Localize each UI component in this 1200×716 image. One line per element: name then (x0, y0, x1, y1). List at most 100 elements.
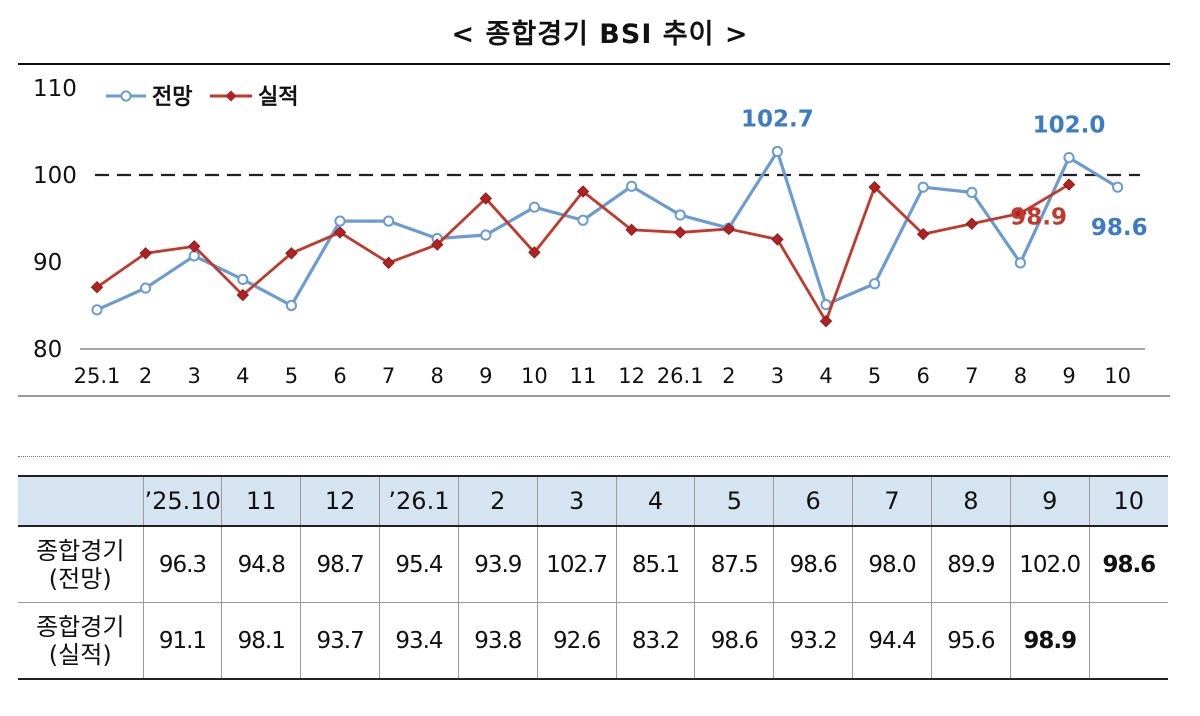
data-point-actual (625, 223, 638, 237)
table-cell: 95.4 (379, 526, 459, 603)
x-tick-label: 10 (521, 364, 548, 388)
table-header-cell: 3 (537, 475, 617, 527)
table-header-row: ’25.10 11 12’26.1 2 3 4 5 6 7 8 9 10 (18, 475, 1168, 527)
table-row: 종합경기 (전망) 96.3 94.8 98.7 95.4 93.9 102.7 85.1 87.… (18, 526, 1168, 603)
x-tick-label: 8 (1014, 364, 1027, 388)
bsi-table: ’25.10 11 12’26.1 2 3 4 5 6 7 8 9 10 종합경기 (전망) 96.3 94… (18, 475, 1168, 680)
table-cell: 102.7 (537, 526, 617, 603)
data-label: 98.9 (1010, 205, 1067, 231)
table-cell: 93.7 (300, 602, 381, 680)
legend-marker-actual (225, 90, 237, 102)
data-point-forecast (334, 215, 346, 227)
data-point-actual (90, 281, 104, 294)
table-header-cell: 6 (773, 475, 854, 527)
data-point-forecast (237, 273, 249, 285)
x-tick-label: 3 (188, 364, 201, 388)
data-point-actual (771, 233, 784, 246)
data-point-forecast (577, 214, 589, 226)
data-point-forecast (285, 299, 297, 312)
x-tick-label: 9 (1062, 364, 1075, 388)
table-cell: 98.6 (1089, 526, 1168, 603)
table-cell: 93.2 (773, 602, 854, 680)
table-cell: 94.4 (852, 602, 932, 680)
row-header-line2: (실적) (48, 640, 112, 669)
table-cell: 87.5 (694, 526, 775, 603)
data-point-actual (479, 192, 493, 205)
data-point-actual (528, 246, 541, 259)
x-tick-label: 7 (382, 364, 395, 388)
data-point-forecast (674, 209, 686, 221)
y-tick-label: 100 (33, 163, 77, 189)
data-point-forecast (383, 215, 395, 227)
table-cell (1089, 602, 1168, 680)
table-corner-cell (18, 475, 144, 527)
data-label: 102.7 (741, 107, 814, 133)
data-point-actual (187, 240, 201, 253)
x-tick-label: 26.1 (657, 364, 704, 388)
data-point-actual (916, 227, 930, 241)
data-point-forecast (528, 201, 541, 213)
table-header-cell: 10 (1089, 475, 1168, 527)
table-cell: 83.2 (616, 602, 696, 680)
table-cell: 98.6 (694, 602, 775, 680)
table-cell: 93.8 (458, 602, 538, 680)
x-tick-label: 5 (285, 364, 298, 388)
table-cell: 93.9 (458, 526, 538, 603)
row-header: 종합경기 (전망) (18, 526, 144, 603)
table-cell: 92.6 (537, 602, 617, 680)
y-tick-label: 90 (33, 250, 62, 276)
data-point-actual (819, 314, 833, 328)
data-point-forecast (1063, 152, 1075, 164)
table-cell: 98.7 (300, 526, 381, 603)
x-tick-label: 6 (333, 364, 346, 388)
x-tick-label: 10 (1104, 364, 1131, 388)
data-point-actual (139, 247, 152, 260)
table-cell: 96.3 (143, 526, 223, 603)
table-cell: 85.1 (616, 526, 696, 603)
table-header-cell: 9 (1010, 475, 1090, 527)
row-header: 종합경기 (실적) (18, 602, 144, 680)
x-tick-label: 4 (819, 364, 832, 388)
table-cell: 93.4 (379, 602, 459, 680)
row-header-line1: 종합경기 (36, 612, 125, 641)
data-point-forecast (91, 304, 103, 316)
data-point-forecast (480, 229, 492, 241)
x-tick-label: 8 (431, 364, 444, 388)
data-label: 102.0 (1033, 113, 1106, 139)
table-header-cell: 12 (300, 475, 381, 527)
x-tick-label: 3 (771, 364, 784, 388)
data-point-forecast (626, 180, 638, 192)
x-tick-label: 5 (868, 364, 881, 388)
section-divider (18, 456, 1170, 457)
x-tick-label: 11 (570, 364, 597, 388)
data-point-forecast (917, 181, 929, 193)
data-point-forecast (771, 145, 784, 158)
x-tick-label: 7 (965, 364, 978, 388)
table-header-cell: 8 (931, 475, 1011, 527)
data-point-forecast (140, 282, 152, 294)
x-tick-label: 2 (139, 364, 152, 388)
table-row: 종합경기 (실적) 91.1 98.1 93.7 93.4 93.8 92.6 83.2 98.6… (18, 602, 1168, 680)
data-point-forecast (966, 186, 978, 198)
y-tick-label: 80 (33, 337, 62, 363)
data-point-actual (1014, 207, 1027, 220)
legend-marker-forecast (120, 90, 132, 102)
data-point-actual (868, 180, 881, 194)
legend-label-actual: 실적 (258, 85, 298, 110)
data-point-forecast (1112, 181, 1124, 193)
table-cell: 98.6 (773, 526, 854, 603)
data-point-forecast (1014, 257, 1027, 269)
table-header-cell: ’26.1 (379, 475, 459, 527)
data-point-actual (236, 288, 250, 302)
x-tick-label: 9 (479, 364, 492, 388)
x-tick-label: 4 (236, 364, 249, 388)
table-header-cell: ’25.10 (143, 475, 223, 527)
line-chart: 80 90 100 110 25.1 2 3 4 5 6 7 8 9 10 11 12 26.1 2 3 4 5 6 7 8… (18, 63, 1170, 397)
data-point-actual (285, 247, 298, 260)
data-point-forecast (188, 250, 200, 262)
chart-area: 80 90 100 110 25.1 2 3 4 5 6 7 8 9 10 11 12 26.1 2 3 4 5 6 7 8… (18, 63, 1170, 397)
table-cell: 98.9 (1010, 602, 1090, 680)
table-cell: 94.8 (221, 526, 302, 603)
table-cell: 89.9 (931, 526, 1011, 603)
table-cell: 95.6 (931, 602, 1011, 680)
